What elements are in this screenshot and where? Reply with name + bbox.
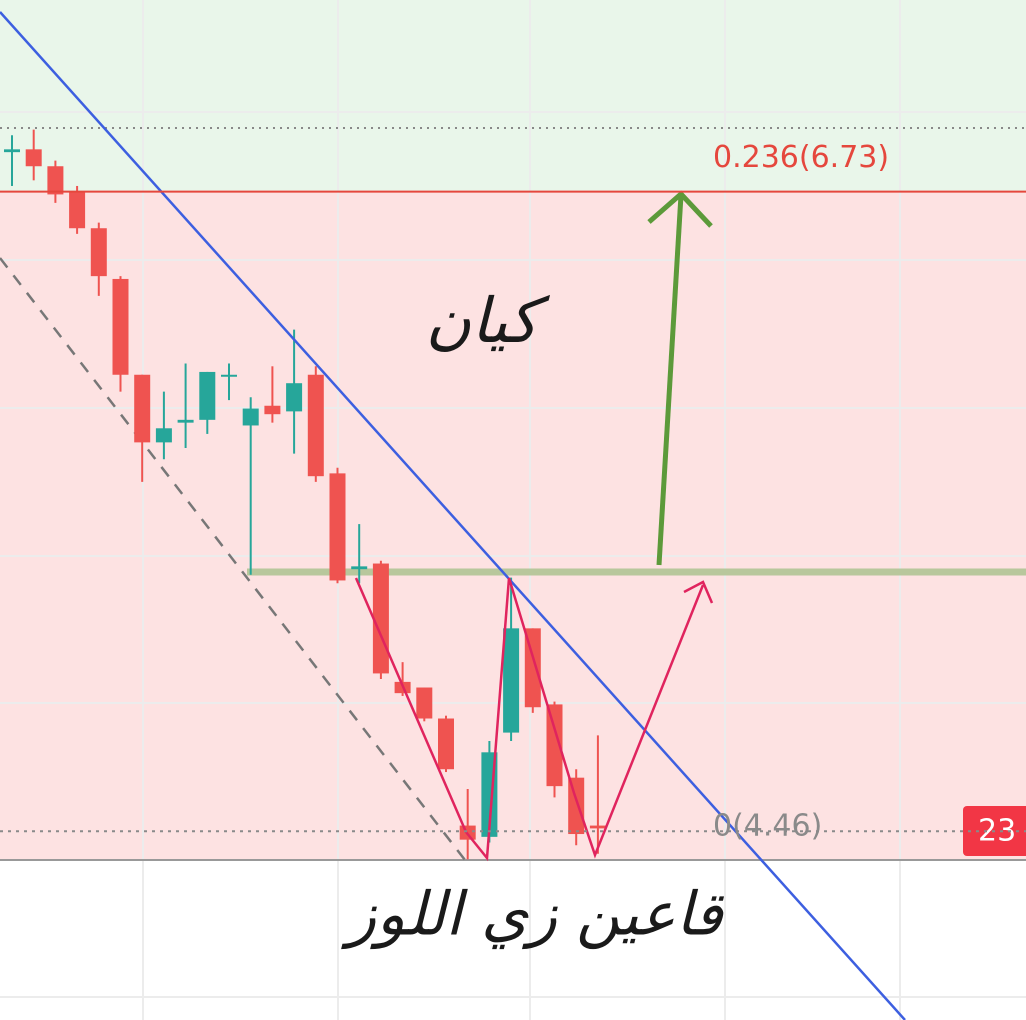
candle-body bbox=[134, 374, 151, 443]
candle-body bbox=[69, 191, 86, 229]
candle-body bbox=[589, 825, 606, 829]
candles bbox=[4, 129, 606, 860]
candle-body bbox=[568, 777, 585, 835]
annotation-text: قاعين زي اللوز bbox=[340, 880, 725, 950]
fib-level-label: 0(4.46) bbox=[713, 809, 822, 844]
candle-body bbox=[264, 405, 281, 415]
candle-body bbox=[199, 371, 216, 420]
candle-body bbox=[416, 687, 433, 719]
candle-body bbox=[546, 704, 563, 787]
target-arrow bbox=[656, 194, 684, 566]
candle-body bbox=[438, 718, 454, 770]
candle-body bbox=[524, 628, 541, 708]
fib-zone-upper bbox=[0, 0, 1026, 191]
dashed-channel-line bbox=[0, 257, 466, 861]
candle-body bbox=[329, 473, 346, 581]
candle-body bbox=[155, 428, 172, 443]
candle-body bbox=[90, 228, 107, 277]
candle-body bbox=[4, 149, 20, 153]
trendline bbox=[0, 11, 906, 1020]
candle-body bbox=[286, 383, 303, 412]
candle-body bbox=[242, 408, 259, 426]
candle-body bbox=[221, 374, 237, 377]
fib-level-label: 0.236(6.73) bbox=[713, 140, 889, 175]
candle-body bbox=[25, 149, 42, 167]
arrow-head bbox=[647, 190, 713, 228]
arrow-head bbox=[683, 580, 714, 604]
candle-body bbox=[177, 419, 194, 423]
candle-body bbox=[503, 628, 520, 733]
fib-zone-lower bbox=[0, 191, 1026, 860]
annotation-text: كيان bbox=[426, 284, 551, 357]
candle-body bbox=[307, 374, 324, 477]
candle-body bbox=[112, 278, 129, 375]
candle-body bbox=[372, 563, 389, 674]
candle-body bbox=[47, 166, 64, 195]
candle-body bbox=[351, 566, 368, 570]
